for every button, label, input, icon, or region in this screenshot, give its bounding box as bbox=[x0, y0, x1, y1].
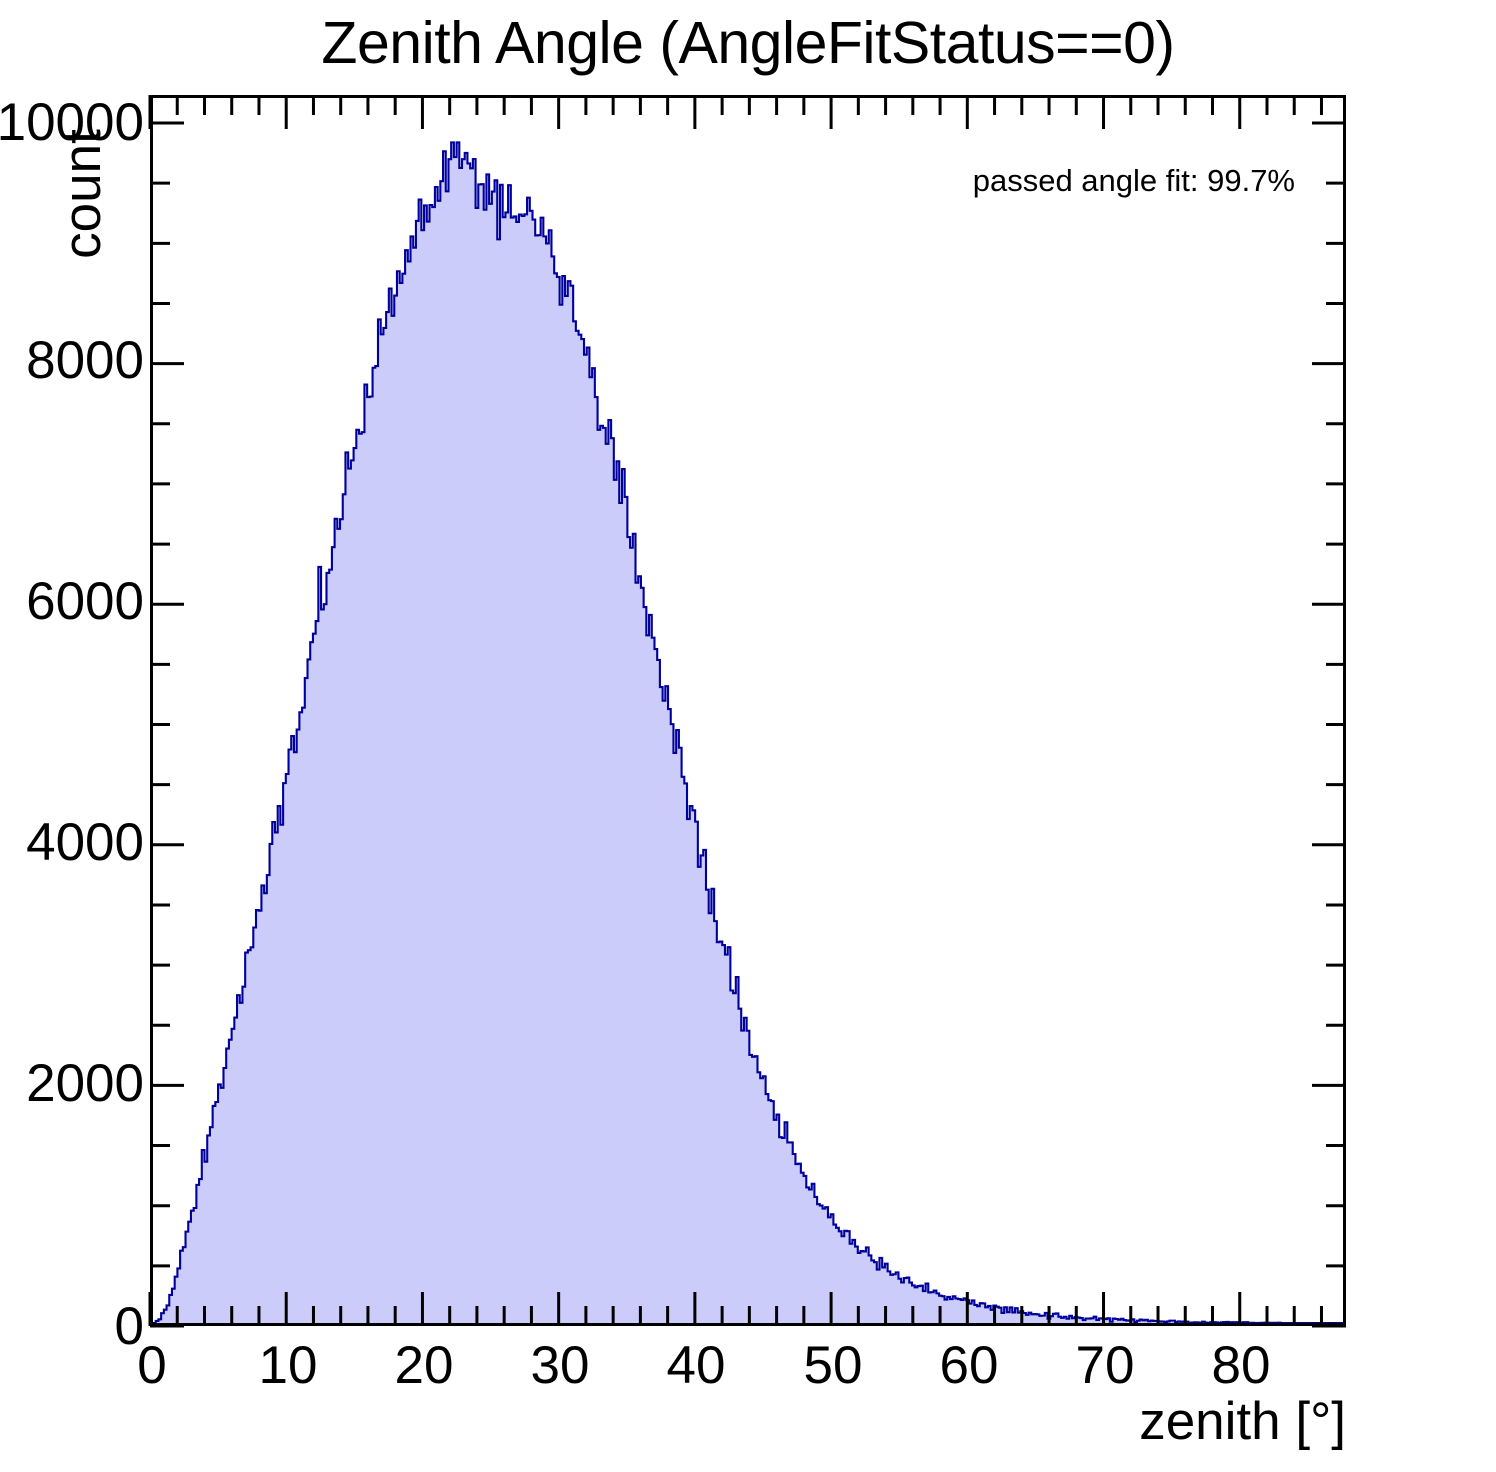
y-axis-title: count bbox=[53, 129, 112, 259]
y-tick-label-10000: 10000 bbox=[0, 93, 144, 152]
x-tick-label-80: 80 bbox=[1211, 1336, 1271, 1395]
x-tick-label-60: 60 bbox=[939, 1336, 999, 1395]
x-tick-label-20: 20 bbox=[394, 1336, 454, 1395]
x-tick-label-0: 0 bbox=[137, 1336, 167, 1395]
y-tick-label-0: 0 bbox=[114, 1297, 144, 1356]
histogram-area bbox=[153, 98, 1343, 1323]
x-tick-label-50: 50 bbox=[803, 1336, 863, 1395]
x-axis-title: zenith [°] bbox=[1139, 1392, 1346, 1451]
histogram-outline bbox=[153, 142, 1343, 1323]
x-tick-label-10: 10 bbox=[258, 1336, 318, 1395]
x-tick-label-40: 40 bbox=[666, 1336, 726, 1395]
x-tick-label-30: 30 bbox=[530, 1336, 590, 1395]
y-tick-label-8000: 8000 bbox=[26, 331, 144, 390]
page-title: Zenith Angle (AngleFitStatus==0) bbox=[321, 10, 1175, 76]
fit-annotation-text: passed angle fit: 99.7% bbox=[972, 163, 1295, 198]
plot-frame: passed angle fit: 99.7% bbox=[150, 95, 1346, 1326]
y-tick-label-2000: 2000 bbox=[26, 1054, 144, 1113]
histogram-fill bbox=[153, 142, 1343, 1323]
y-tick-label-6000: 6000 bbox=[26, 572, 144, 631]
x-tick-label-70: 70 bbox=[1075, 1336, 1135, 1395]
y-tick-label-4000: 4000 bbox=[26, 813, 144, 872]
